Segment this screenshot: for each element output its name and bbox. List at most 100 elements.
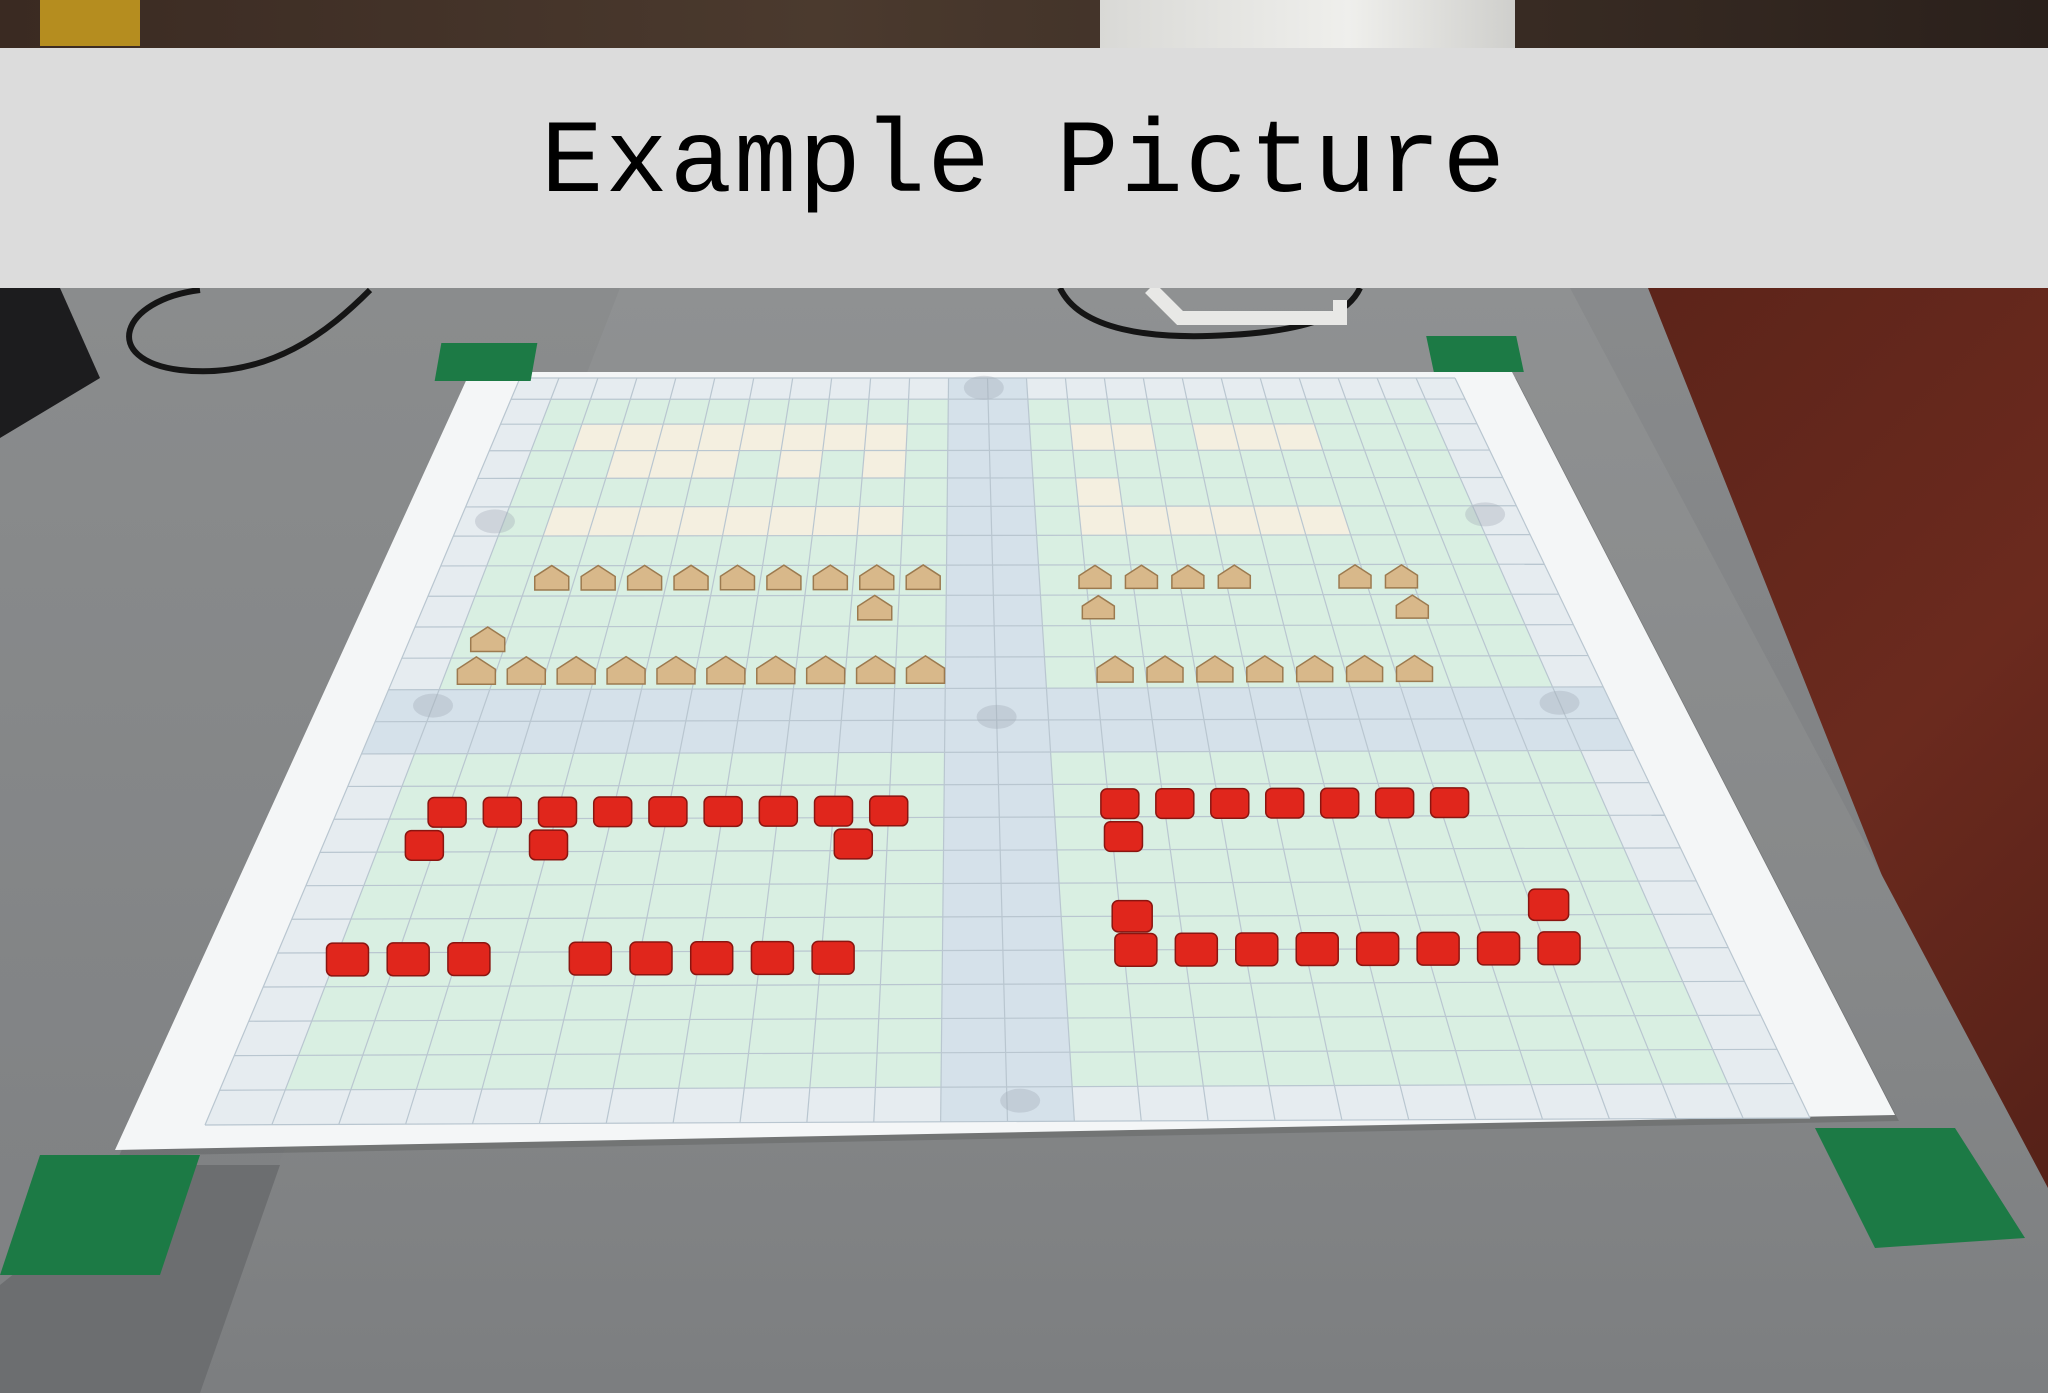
grid-line — [1142, 377, 1276, 1121]
grid-line — [204, 1117, 1811, 1126]
mat-marker — [1000, 1088, 1041, 1113]
red-piece — [592, 796, 633, 828]
grid-line — [1454, 377, 1811, 1119]
wooden-piece — [506, 655, 547, 685]
mat-marker — [1539, 690, 1580, 715]
tape-top-right — [1426, 336, 1524, 372]
red-piece — [325, 942, 370, 977]
wooden-piece — [1124, 564, 1159, 590]
red-piece — [1374, 787, 1415, 819]
grid-line — [1337, 377, 1610, 1120]
grid-line — [986, 377, 1009, 1122]
mat-marker — [1465, 502, 1506, 527]
red-piece — [427, 796, 467, 828]
red-piece — [537, 796, 578, 828]
wooden-piece — [856, 594, 893, 621]
red-piece — [1155, 788, 1195, 820]
grid-line — [1025, 377, 1075, 1122]
red-piece — [758, 795, 799, 827]
red-piece — [1537, 931, 1581, 966]
grid-line — [672, 377, 794, 1124]
grid-line — [806, 377, 872, 1123]
grid-line — [1220, 377, 1410, 1120]
red-piece — [833, 828, 874, 860]
wooden-piece — [1295, 654, 1334, 683]
wooden-piece — [756, 655, 796, 685]
red-piece — [868, 795, 909, 827]
wooden-piece — [766, 564, 802, 591]
mat-cream-cell — [1192, 423, 1323, 451]
mat-quadrant — [439, 399, 949, 690]
wooden-piece — [1246, 654, 1284, 683]
grid-line — [538, 377, 716, 1124]
mat-cream-cell — [1075, 477, 1123, 507]
wooden-piece — [673, 564, 709, 591]
red-piece — [703, 795, 743, 828]
wooden-piece — [1395, 654, 1434, 683]
wooden-piece — [1338, 564, 1372, 589]
red-piece — [1235, 932, 1279, 967]
wooden-piece — [1196, 655, 1234, 683]
wooden-piece — [1395, 594, 1430, 619]
wooden-piece — [1081, 594, 1116, 620]
mat-cream-cell — [776, 450, 823, 479]
grid-line — [1103, 377, 1209, 1121]
background-objects — [0, 0, 2048, 48]
wooden-piece — [556, 655, 596, 685]
red-piece — [1416, 931, 1460, 966]
red-piece — [1210, 787, 1250, 819]
wooden-piece — [905, 655, 946, 685]
red-piece — [528, 829, 569, 861]
red-piece — [1319, 787, 1360, 819]
red-piece — [813, 795, 854, 827]
grid-line — [1376, 377, 1677, 1119]
wooden-piece — [1078, 564, 1112, 590]
computer-case — [1100, 0, 1515, 48]
red-piece — [447, 941, 491, 977]
wooden-piece — [533, 564, 570, 591]
grid-line — [1415, 377, 1744, 1119]
wooden-piece — [1345, 654, 1384, 683]
mat-quadrant — [285, 752, 945, 1090]
red-piece — [1103, 820, 1144, 853]
wooden-piece — [656, 655, 696, 685]
wooden-piece — [606, 655, 646, 685]
grid-line — [1259, 377, 1477, 1120]
wooden-piece — [1146, 655, 1184, 683]
red-piece — [1111, 899, 1153, 933]
wooden-piece — [719, 564, 756, 591]
red-piece — [1264, 787, 1305, 819]
grid-line — [271, 377, 560, 1125]
grid-line — [1298, 377, 1544, 1120]
grid-line — [234, 1048, 1778, 1057]
wooden-piece — [626, 564, 663, 591]
grid-line — [1181, 377, 1343, 1121]
grid-line — [263, 980, 1745, 988]
red-piece — [404, 829, 445, 861]
grid-line — [405, 377, 638, 1125]
grid-line — [1064, 377, 1142, 1121]
red-piece — [568, 941, 613, 976]
wooden-piece — [580, 564, 616, 591]
mat-marker — [976, 704, 1017, 729]
tape-top-left — [434, 343, 538, 381]
grid-line — [219, 1082, 1794, 1091]
red-piece — [1355, 931, 1400, 967]
wooden-piece — [859, 564, 895, 591]
grid-line — [739, 377, 833, 1123]
red-piece — [689, 941, 734, 976]
banner-title: Example Picture — [540, 105, 1508, 223]
grid-line — [605, 377, 755, 1124]
red-piece — [1100, 788, 1140, 820]
title-banner: Example Picture — [0, 48, 2048, 288]
mat-marker — [963, 375, 1004, 400]
wooden-piece — [812, 564, 849, 591]
grid-line — [248, 1014, 1761, 1022]
grid-line — [940, 377, 950, 1122]
wooden-piece — [469, 626, 506, 653]
wooden-piece — [855, 655, 896, 685]
grid-line — [873, 377, 911, 1123]
red-piece — [482, 796, 523, 828]
